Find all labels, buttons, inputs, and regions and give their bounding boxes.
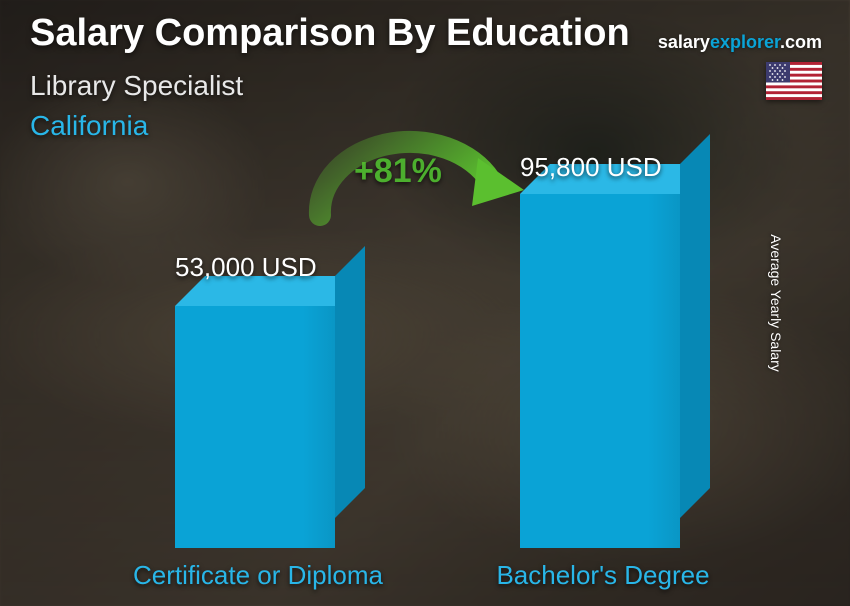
bar-value-label: 95,800 USD <box>520 152 662 183</box>
change-arrow-icon <box>300 120 540 240</box>
bar-category-label: Bachelor's Degree <box>443 560 763 591</box>
bar-category-label: Certificate or Diploma <box>98 560 418 591</box>
bar-chart: 53,000 USD Certificate or Diploma 95,800 U… <box>0 0 850 606</box>
bar-front <box>520 194 680 548</box>
bar-value-label: 53,000 USD <box>175 252 317 283</box>
bar-side <box>680 134 710 518</box>
bar-front <box>175 306 335 548</box>
bar-side <box>335 246 365 518</box>
